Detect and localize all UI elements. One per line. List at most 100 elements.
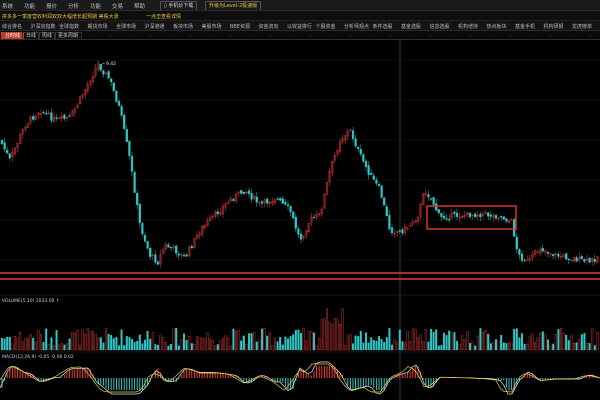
- volume-bar: [71, 332, 74, 351]
- menu-item-function[interactable]: 功能: [24, 4, 36, 10]
- candle-body: [58, 117, 61, 119]
- volume-bar: [258, 339, 261, 351]
- candle-body: [117, 101, 121, 106]
- volume-bar: [583, 332, 586, 351]
- menu-item-trade[interactable]: 交易: [112, 4, 124, 10]
- nav-item[interactable]: 以收益排行: [287, 24, 313, 30]
- candle-body: [110, 78, 113, 83]
- nav-item[interactable]: 机构研报: [543, 24, 564, 30]
- volume-bar: [591, 328, 594, 351]
- volume-bar: [341, 308, 344, 351]
- tab-more-periods[interactable]: 更多周期: [54, 32, 83, 39]
- volume-bar: [534, 342, 537, 351]
- volume-bar: [539, 332, 542, 351]
- news-headline[interactable]: 拼多多一季度营收利润双双大幅增长超预期 美股大涨: [2, 14, 119, 20]
- candle-body: [536, 251, 539, 254]
- menu-item-system[interactable]: 系统: [2, 4, 14, 10]
- menu-item-analysis[interactable]: 分析: [68, 4, 80, 10]
- candle-body: [138, 203, 141, 224]
- menu-item-quote[interactable]: 报价: [46, 4, 58, 10]
- candle-body: [253, 196, 256, 199]
- volume-bar: [359, 330, 362, 351]
- candle-body: [390, 227, 394, 234]
- tab-daily[interactable]: 日线: [22, 32, 41, 39]
- tab-separator: ·: [450, 33, 452, 39]
- candle-body: [557, 254, 560, 257]
- nav-item[interactable]: 分析师观点: [344, 24, 370, 30]
- nav-item[interactable]: 板块市场: [173, 24, 194, 30]
- volume-bar: [557, 329, 560, 351]
- nav-item[interactable]: 全球市场: [116, 24, 137, 30]
- volume-bar: [500, 335, 503, 351]
- candle-body: [549, 253, 552, 255]
- candle-body: [396, 231, 399, 233]
- volume-bar: [495, 339, 498, 351]
- candle-body: [81, 94, 84, 97]
- volume-bar: [528, 336, 531, 351]
- volume-bar: [32, 337, 35, 351]
- stock-chart[interactable]: 9.42 VOLUME(5,10) 2033.00 ↑ MACD(12,26,9…: [0, 40, 600, 400]
- consolidation-box: [426, 205, 517, 230]
- menu-item-function2[interactable]: 功能: [90, 4, 102, 10]
- candle-body: [6, 149, 9, 154]
- volume-bar: [398, 329, 401, 351]
- nav-item[interactable]: 龙虎榜单: [572, 24, 593, 30]
- volume-bar: [453, 332, 456, 351]
- nav-item[interactable]: 个股资金: [315, 24, 336, 30]
- candle-body: [94, 68, 97, 76]
- volume-bar: [575, 342, 578, 351]
- candle-body: [47, 112, 50, 114]
- candle-body: [175, 245, 178, 254]
- nav-item[interactable]: 沪深京指数: [30, 24, 56, 30]
- volume-bar: [578, 339, 581, 351]
- candle-body: [385, 206, 388, 217]
- nav-item[interactable]: 综合排名: [2, 24, 23, 30]
- candle-body: [388, 214, 391, 230]
- phone-icon: ▯: [164, 3, 167, 9]
- candle-body: [440, 213, 443, 218]
- tab-intraday[interactable]: 分时线: [1, 32, 25, 39]
- volume-bar: [422, 341, 425, 351]
- candle-body: [458, 216, 461, 218]
- nav-item[interactable]: 机构增持: [458, 24, 479, 30]
- nav-item[interactable]: 基金手机: [515, 24, 536, 30]
- volume-bar: [383, 341, 386, 351]
- volume-bar: [323, 318, 326, 351]
- candle-body: [136, 193, 139, 205]
- news-detail-link[interactable]: 一点击查看详情: [146, 14, 182, 20]
- volume-bar: [146, 330, 149, 351]
- nav-item[interactable]: 期货市场: [87, 24, 108, 30]
- menu-item-help[interactable]: 帮助: [134, 4, 146, 10]
- tab-weekly[interactable]: 周线: [38, 32, 57, 39]
- volume-bar: [162, 337, 165, 351]
- nav-item[interactable]: 热点板块: [486, 24, 507, 30]
- candle-body: [237, 191, 240, 194]
- candle-body: [128, 141, 131, 156]
- nav-item[interactable]: 信息选股: [429, 24, 450, 30]
- volume-bar: [149, 338, 152, 351]
- nav-item[interactable]: 基金选股: [401, 24, 422, 30]
- candle-body: [201, 226, 204, 235]
- volume-bar: [300, 333, 303, 351]
- candle-body: [513, 219, 516, 237]
- nav-item[interactable]: 资金流向: [258, 24, 279, 30]
- phone-download-button[interactable]: ▯ 手机炒下载: [160, 1, 198, 10]
- nav-item[interactable]: BBE资源: [230, 24, 251, 30]
- nav-item[interactable]: 沪深港通: [144, 24, 165, 30]
- upgrade-button[interactable]: 升级为Level-2极速版: [205, 1, 262, 10]
- volume-bar: [508, 342, 511, 351]
- nav-item[interactable]: 美股市场: [201, 24, 222, 30]
- volume-bar: [586, 342, 589, 351]
- candle-body: [0, 139, 4, 145]
- volume-bar: [310, 331, 313, 351]
- volume-bar: [531, 333, 534, 351]
- volume-bar: [357, 336, 360, 351]
- candle-body: [510, 219, 513, 221]
- nav-item[interactable]: 条件选股: [372, 24, 393, 30]
- volume-bar: [91, 330, 94, 351]
- candle-body: [156, 261, 160, 265]
- candle-body: [130, 155, 134, 172]
- volume-bar: [125, 336, 128, 351]
- candle-body: [271, 201, 274, 204]
- nav-item[interactable]: 全球指数: [59, 24, 80, 30]
